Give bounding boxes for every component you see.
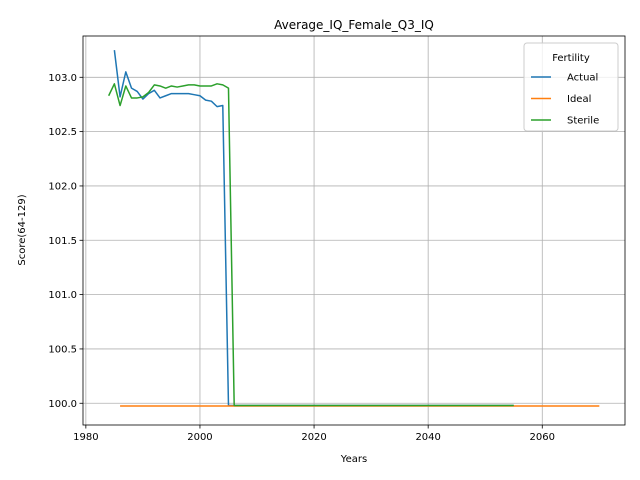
chart-title: Average_IQ_Female_Q3_IQ <box>274 18 434 32</box>
x-tick-label: 2000 <box>187 432 212 443</box>
x-tick-label: 2060 <box>530 432 555 443</box>
legend-entries: Actual Ideal Sterile <box>531 73 599 127</box>
y-tick-label: 101.5 <box>48 236 77 247</box>
legend-label-actual: Actual <box>567 73 598 84</box>
y-tick-label: 101.0 <box>48 290 77 301</box>
legend-box <box>523 42 619 132</box>
x-tick-label: 1980 <box>73 432 98 443</box>
y-tick-label: 100.5 <box>48 344 77 355</box>
legend: Fertility Actual Ideal Sterile <box>523 42 619 132</box>
axis-ticks: 1980 2000 2020 2040 2060 100.0 100.5 101.0 101.5… <box>48 73 555 443</box>
x-axis-title: Years <box>340 454 367 465</box>
legend-label-ideal: Ideal <box>567 94 591 105</box>
x-tick-label: 2040 <box>415 432 440 443</box>
y-tick-label: 102.0 <box>48 181 77 192</box>
series-line-sterile <box>107 83 514 407</box>
y-tick-label: 103.0 <box>48 73 77 84</box>
x-tick-label: 2020 <box>301 432 326 443</box>
y-tick-label: 100.0 <box>48 399 77 410</box>
gridlines <box>83 36 625 425</box>
series-lines <box>107 50 600 407</box>
series-line-actual <box>113 50 514 407</box>
y-axis-title: Score(64-129) <box>17 194 28 265</box>
plot-frame <box>82 35 626 426</box>
legend-title: Fertility <box>552 53 590 64</box>
y-tick-label: 102.5 <box>48 127 77 138</box>
legend-label-sterile: Sterile <box>567 116 599 127</box>
